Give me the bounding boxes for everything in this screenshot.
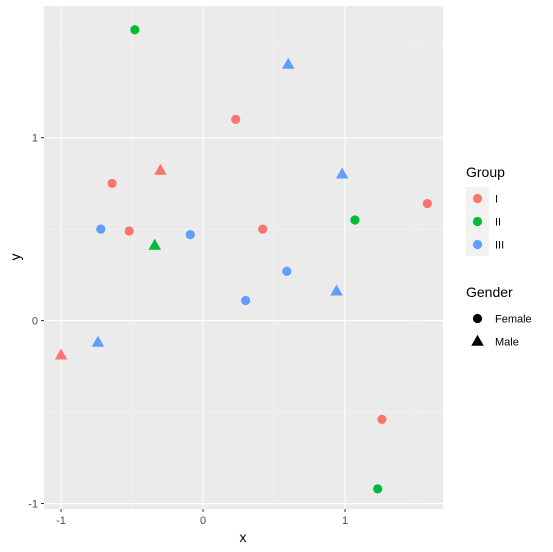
data-point — [154, 163, 167, 175]
data-point — [373, 484, 383, 494]
legend-key-shape — [471, 334, 484, 346]
data-point — [124, 226, 134, 236]
shape-legend: Gender Female Male — [466, 284, 532, 349]
y-axis-title: y — [7, 254, 23, 261]
plot-panel — [44, 6, 443, 509]
data-point — [241, 295, 251, 306]
y-axis-ticks: -1 0 1 — [28, 133, 44, 511]
data-point — [350, 215, 360, 225]
data-points — [54, 25, 432, 494]
major-gridlines — [44, 6, 443, 509]
data-point — [54, 348, 68, 360]
data-point — [231, 114, 241, 125]
data-point — [258, 224, 268, 234]
shape-legend-title: Gender — [466, 284, 513, 300]
minor-gridlines — [44, 6, 443, 509]
x-tick-label: -1 — [56, 515, 66, 527]
legend-label: II — [495, 217, 501, 229]
x-axis-title: x — [240, 529, 247, 545]
legend-key-point — [472, 193, 483, 204]
data-point — [330, 284, 343, 296]
legend-key-point — [472, 216, 483, 227]
data-point — [282, 57, 295, 69]
data-point — [96, 224, 106, 234]
data-point — [107, 178, 117, 189]
data-point — [377, 414, 387, 424]
legend-label: Female — [495, 314, 532, 326]
x-tick-label: 0 — [200, 515, 206, 527]
y-tick-label: 0 — [32, 316, 38, 328]
data-point — [130, 25, 140, 35]
x-tick-label: 1 — [342, 515, 348, 527]
data-point — [335, 167, 349, 179]
color-legend-title: Group — [466, 164, 505, 180]
y-tick-label: -1 — [28, 499, 38, 511]
data-point — [91, 335, 105, 347]
x-axis-ticks: -1 0 1 — [56, 509, 348, 527]
legend-key-point — [472, 239, 483, 250]
y-tick-label: 1 — [32, 133, 38, 145]
shape-legend-keys: Female Male — [471, 313, 532, 349]
data-point — [282, 266, 292, 276]
legend-key-shape — [472, 313, 483, 324]
data-point — [148, 238, 161, 250]
legend-label: III — [495, 240, 504, 252]
data-point — [422, 198, 432, 209]
legend-label: I — [495, 194, 498, 206]
legend-label: Male — [495, 337, 519, 349]
data-point — [185, 230, 195, 240]
